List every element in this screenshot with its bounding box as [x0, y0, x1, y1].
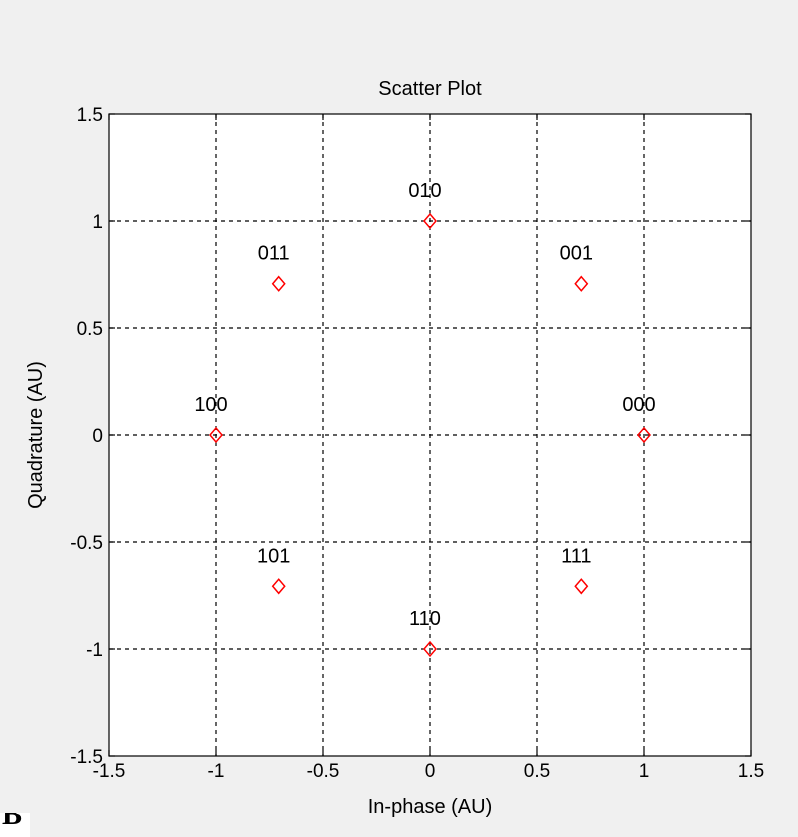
figure-corner-label: B	[0, 813, 30, 837]
y-tick-label: 1	[92, 212, 103, 233]
y-tick-label: 0.5	[77, 319, 103, 340]
point-label: 010	[408, 180, 441, 202]
y-tick-label: -1.5	[70, 747, 103, 768]
point-label: 001	[560, 243, 593, 265]
data-point-marker	[574, 578, 589, 595]
y-axis-label: Quadrature (AU)	[25, 361, 47, 509]
point-label: 101	[257, 545, 290, 567]
y-tick-label: 1.5	[77, 105, 103, 126]
grid-lines	[109, 114, 751, 756]
point-label: 011	[258, 243, 290, 265]
x-tick-label: 1	[639, 761, 650, 782]
data-point-marker	[423, 212, 437, 230]
tick-marks	[108, 113, 752, 757]
x-tick-label: -1.5	[93, 761, 126, 782]
data-point-marker	[271, 275, 286, 292]
data-point-marker	[271, 578, 286, 595]
corner-label-text: B	[2, 813, 23, 831]
x-tick-label: -0.5	[307, 761, 340, 782]
data-point-marker	[423, 640, 437, 658]
point-label: 110	[409, 608, 441, 630]
x-tick-label: 0	[425, 761, 436, 782]
x-tick-labels: -1.5 -1 -0.5 0 0.5 1 1.5	[93, 761, 765, 782]
y-tick-label: -1	[86, 640, 103, 661]
y-tick-label: -0.5	[70, 533, 103, 554]
point-labels: 000 001 010 011 100 101 110 111	[194, 180, 655, 630]
point-label: 000	[622, 394, 655, 416]
point-label: 111	[561, 545, 591, 567]
x-tick-label: 1.5	[738, 761, 764, 782]
point-label: 100	[194, 394, 227, 416]
x-tick-label: -1	[208, 761, 225, 782]
x-axis-label: In-phase (AU)	[368, 796, 493, 818]
y-tick-label: 0	[92, 426, 103, 447]
chart-title: Scatter Plot	[378, 78, 482, 100]
data-point-marker	[209, 426, 223, 444]
data-points	[209, 212, 651, 658]
data-point-marker	[637, 426, 651, 444]
y-tick-labels: -1.5 -1 -0.5 0 0.5 1 1.5	[70, 105, 103, 768]
x-tick-label: 0.5	[524, 761, 550, 782]
data-point-marker	[574, 275, 589, 292]
